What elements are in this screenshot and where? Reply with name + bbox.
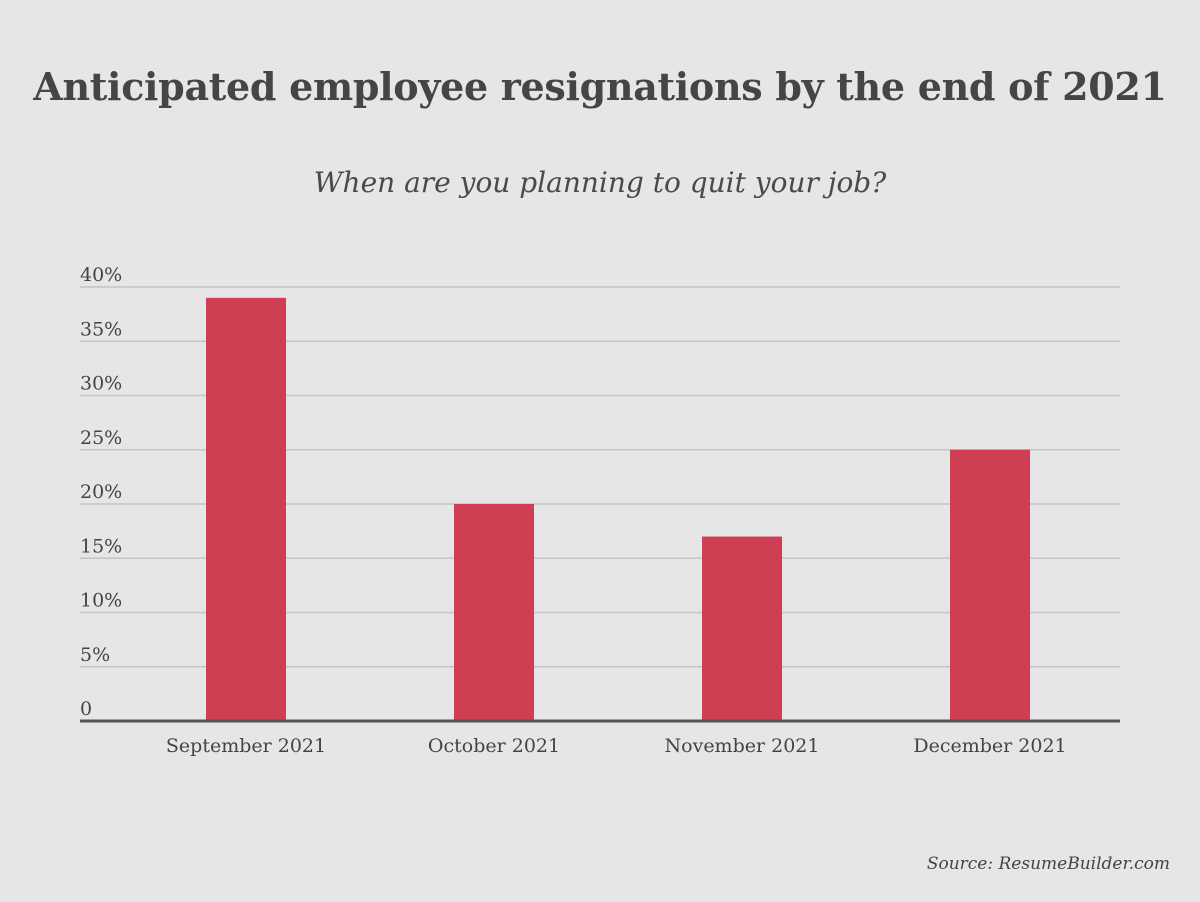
bars (206, 297, 1030, 721)
source-note: Source: ResumeBuilder.com (926, 854, 1170, 874)
x-tick-label: October 2021 (428, 735, 560, 757)
axes: 0 5% 10% 15% 20% 25% 30% 35% 40% September 2021 Oc… (80, 264, 1120, 757)
x-tick-label: December 2021 (913, 735, 1066, 757)
chart-title: Anticipated employee resignations by the… (33, 64, 1167, 109)
y-tick-label: 5% (80, 644, 110, 666)
y-tick-label: 20% (80, 481, 122, 503)
x-tick-label: September 2021 (166, 735, 326, 757)
y-tick-label: 0 (80, 698, 92, 720)
chart-subtitle: When are you planning to quit your job? (313, 166, 887, 199)
y-tick-label: 10% (80, 590, 122, 612)
y-tick-label: 25% (80, 427, 122, 449)
x-tick-label: November 2021 (665, 735, 820, 757)
y-tick-label: 30% (80, 373, 122, 395)
bar (702, 536, 782, 721)
bar (950, 449, 1030, 721)
y-tick-label: 15% (80, 535, 122, 557)
y-tick-label: 35% (80, 318, 122, 340)
bar (206, 297, 286, 721)
bar (454, 504, 534, 721)
y-tick-label: 40% (80, 264, 122, 286)
